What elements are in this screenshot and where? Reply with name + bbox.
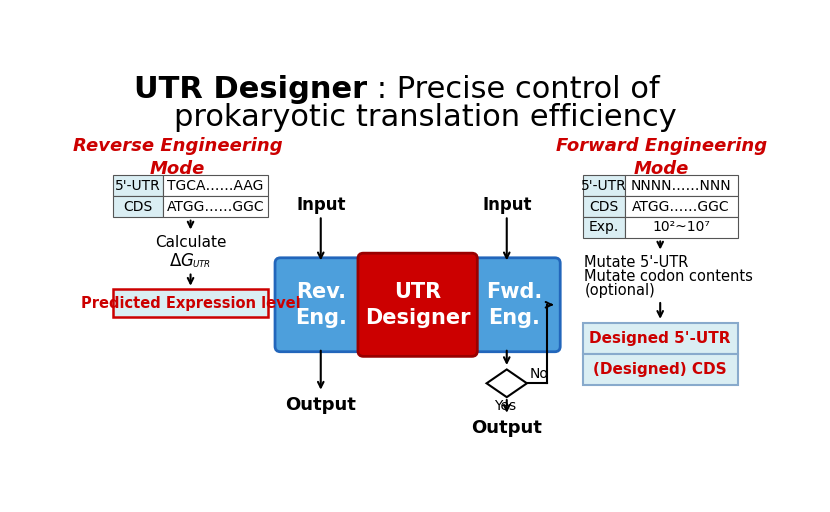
- Text: Mutate 5'-UTR: Mutate 5'-UTR: [584, 255, 689, 270]
- Text: : Precise control of: : Precise control of: [367, 75, 660, 104]
- Text: Reverse Engineering
Mode: Reverse Engineering Mode: [72, 137, 282, 179]
- Text: Mutate codon contents: Mutate codon contents: [584, 269, 753, 284]
- Bar: [113, 289, 268, 317]
- Text: Rev.
Eng.: Rev. Eng.: [295, 282, 347, 328]
- Text: Input: Input: [296, 196, 345, 214]
- Text: Output: Output: [286, 396, 356, 414]
- Bar: [113, 176, 163, 196]
- Text: Yes: Yes: [494, 399, 516, 414]
- Text: Fwd.
Eng.: Fwd. Eng.: [486, 282, 543, 328]
- Text: 5'-UTR: 5'-UTR: [115, 179, 161, 193]
- Text: TGCA……AAG: TGCA……AAG: [167, 179, 264, 193]
- Text: Designed 5'-UTR: Designed 5'-UTR: [589, 331, 731, 346]
- Text: UTR
Designer: UTR Designer: [365, 282, 471, 328]
- FancyBboxPatch shape: [275, 258, 367, 352]
- Bar: [624, 176, 738, 196]
- Bar: [163, 196, 268, 217]
- Text: $\Delta G$: $\Delta G$: [168, 252, 194, 270]
- Text: prokaryotic translation efficiency: prokaryotic translation efficiency: [174, 103, 676, 132]
- FancyBboxPatch shape: [468, 258, 560, 352]
- Bar: [583, 217, 624, 238]
- Text: Input: Input: [482, 196, 531, 214]
- Text: ATGG……GGC: ATGG……GGC: [167, 200, 264, 214]
- Bar: [624, 196, 738, 217]
- Text: Exp.: Exp.: [588, 220, 618, 234]
- Polygon shape: [486, 370, 527, 397]
- Text: NNNN……NNN: NNNN……NNN: [631, 179, 731, 193]
- Text: UTR Designer: UTR Designer: [134, 75, 367, 104]
- Text: (optional): (optional): [584, 283, 655, 298]
- Bar: [624, 217, 738, 238]
- Text: CDS: CDS: [123, 200, 153, 214]
- Bar: [163, 176, 268, 196]
- Text: Predicted Expression level: Predicted Expression level: [81, 296, 300, 311]
- FancyBboxPatch shape: [358, 253, 477, 356]
- Text: 10²~10⁷: 10²~10⁷: [652, 220, 710, 234]
- Text: (Designed) CDS: (Designed) CDS: [593, 362, 727, 377]
- Text: Calculate: Calculate: [155, 236, 227, 250]
- Text: Output: Output: [471, 419, 542, 437]
- Bar: [583, 196, 624, 217]
- Text: CDS: CDS: [589, 200, 618, 214]
- Text: ATGG……GGC: ATGG……GGC: [632, 200, 730, 214]
- Bar: [113, 196, 163, 217]
- Text: No: No: [530, 367, 549, 381]
- Text: 5'-UTR: 5'-UTR: [581, 179, 627, 193]
- Bar: [583, 323, 738, 354]
- Bar: [583, 354, 738, 385]
- Bar: [583, 176, 624, 196]
- Text: $_{UTR}$: $_{UTR}$: [192, 257, 211, 270]
- Text: Forward Engineering
Mode: Forward Engineering Mode: [556, 137, 767, 179]
